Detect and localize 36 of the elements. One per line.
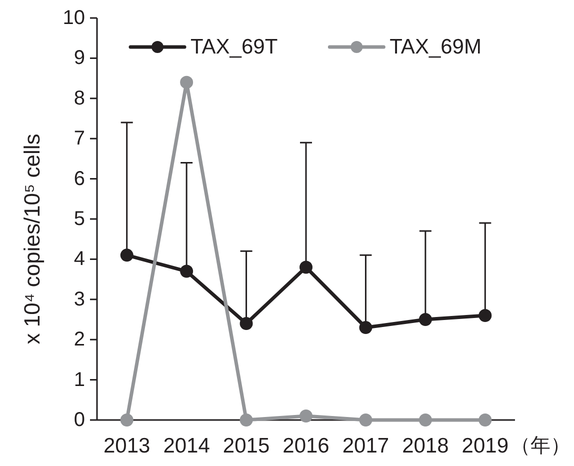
- x-tick-label: 2016: [282, 434, 330, 458]
- y-tick-label: 5: [74, 208, 85, 230]
- y-tick-label: 4: [74, 248, 85, 270]
- y-axis-title: x 10⁴ copies/10⁵ cells: [20, 134, 44, 344]
- y-tick-label: 6: [74, 168, 85, 190]
- y-tick-label: 0: [74, 409, 85, 431]
- point: [120, 414, 134, 426]
- y-tick-label: 1: [74, 368, 85, 391]
- point: [240, 414, 253, 426]
- y-tick-label: 9: [74, 47, 85, 70]
- point: [180, 264, 194, 278]
- point: [300, 409, 312, 422]
- x-tick-label: 2018: [402, 434, 449, 458]
- x-tick-label: 2013: [104, 434, 150, 458]
- y-tick-label: 3: [74, 288, 85, 310]
- y-tick-label: 8: [74, 87, 85, 110]
- point: [478, 414, 492, 426]
- x-tick-label: 2015: [222, 434, 270, 458]
- legend-label: TAX_69M: [390, 36, 482, 58]
- x-tick-label: 2019: [462, 434, 508, 458]
- point: [120, 248, 134, 262]
- point: [418, 414, 432, 426]
- point: [359, 321, 372, 334]
- x-axis-title: （年）: [510, 435, 570, 457]
- y-tick-label: 7: [74, 128, 85, 150]
- y-tick-label: 2: [74, 328, 85, 351]
- y-tick-label: 10: [62, 7, 85, 29]
- point: [180, 76, 194, 89]
- x-tick-label: 2014: [163, 434, 210, 458]
- x-tick-label: 2017: [342, 434, 390, 458]
- point: [359, 414, 372, 426]
- point: [478, 308, 492, 322]
- legend-label: TAX_69T: [190, 36, 278, 58]
- point: [240, 317, 253, 330]
- point: [300, 260, 312, 274]
- point: [418, 313, 432, 326]
